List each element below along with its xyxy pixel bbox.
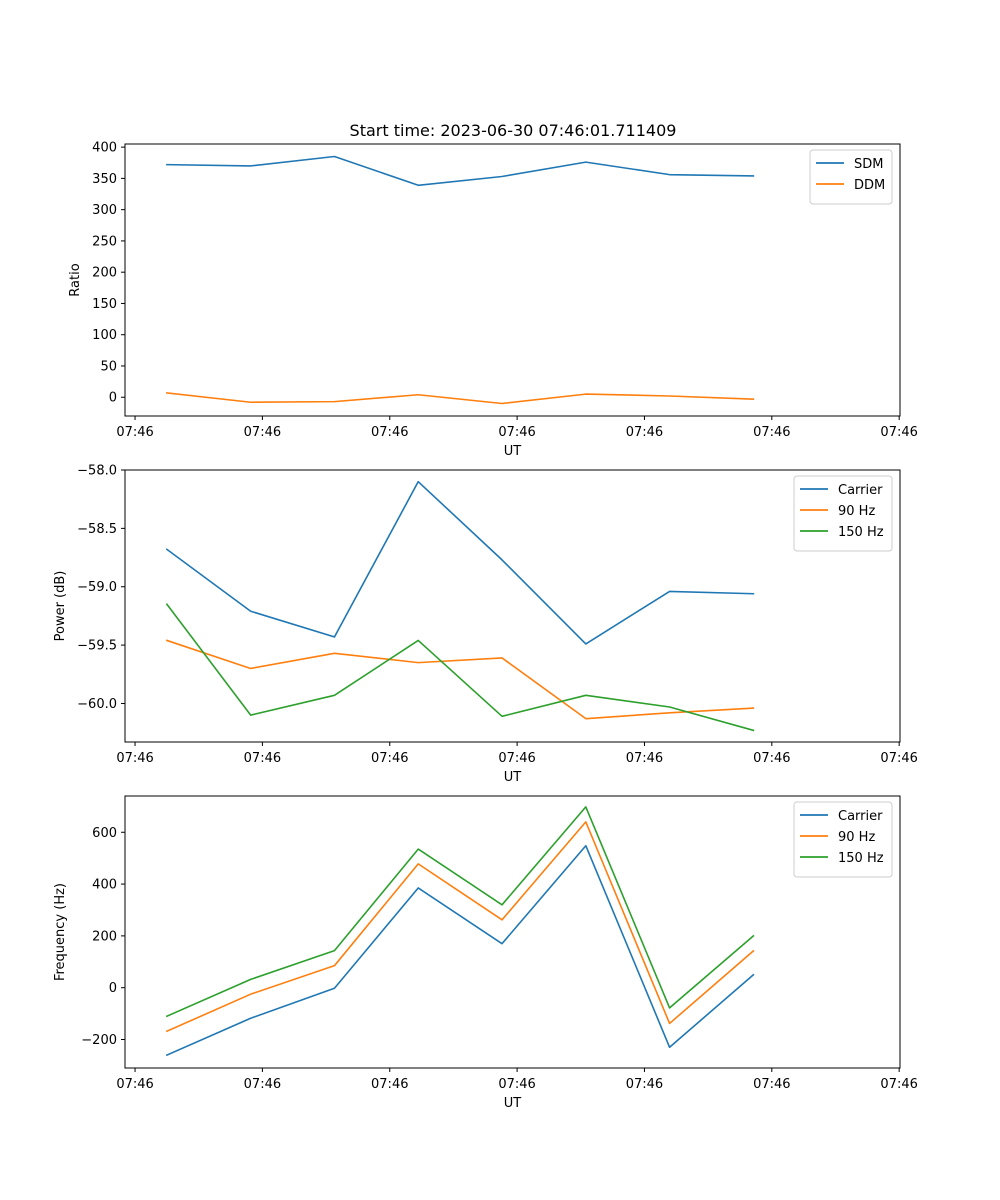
x-tick-label: 07:46 xyxy=(244,1077,281,1092)
x-tick-label: 07:46 xyxy=(626,1077,663,1092)
series-line-90-hz xyxy=(165,639,755,720)
legend-label: 90 Hz xyxy=(838,504,875,519)
y-tick-label: −58.5 xyxy=(77,522,117,537)
series-line-150-hz xyxy=(165,806,755,1018)
legend-label: SDM xyxy=(854,157,883,172)
series-line-150-hz xyxy=(165,603,755,732)
y-tick-label: −200 xyxy=(81,1033,117,1048)
y-tick-label: 100 xyxy=(92,328,117,343)
y-tick-label: −59.5 xyxy=(77,639,117,654)
legend-label: DDM xyxy=(854,178,885,193)
axes-frame xyxy=(124,795,901,1069)
x-tick-label: 07:46 xyxy=(880,425,917,440)
y-tick-label: 300 xyxy=(92,203,117,218)
x-axis-label: UT xyxy=(504,444,522,459)
x-tick-label: 07:46 xyxy=(626,751,663,766)
x-tick-label: 07:46 xyxy=(880,751,917,766)
y-tick-label: −59.0 xyxy=(77,580,117,595)
y-tick-label: 50 xyxy=(100,359,117,374)
legend: SDM DDM xyxy=(809,149,893,205)
legend: Carrier 90 Hz 150 Hz xyxy=(793,801,893,878)
y-tick-label: 150 xyxy=(92,297,117,312)
x-tick-label: 07:46 xyxy=(498,751,535,766)
y-tick-label: 400 xyxy=(92,878,117,893)
x-tick-label: 07:46 xyxy=(244,751,281,766)
y-axis-label: Frequency (Hz) xyxy=(53,883,68,981)
legend: Carrier 90 Hz 150 Hz xyxy=(793,475,893,552)
y-tick-label: 600 xyxy=(92,826,117,841)
y-tick-label: 400 xyxy=(92,141,117,156)
series-line-carrier xyxy=(165,844,755,1057)
y-tick-label: 200 xyxy=(92,929,117,944)
x-axis-label: UT xyxy=(504,1096,522,1111)
x-axis-label: UT xyxy=(504,770,522,785)
legend-label: 90 Hz xyxy=(838,830,875,845)
legend-label: 150 Hz xyxy=(838,851,884,866)
legend-box xyxy=(793,475,893,552)
x-tick-label: 07:46 xyxy=(880,1077,917,1092)
x-tick-label: 07:46 xyxy=(753,425,790,440)
x-tick-label: 07:46 xyxy=(371,425,408,440)
y-tick-label: −58.0 xyxy=(77,464,117,479)
legend-label: Carrier xyxy=(838,483,883,498)
y-tick-label: 350 xyxy=(92,172,117,187)
y-tick-label: 200 xyxy=(92,266,117,281)
y-axis-label: Power (dB) xyxy=(53,571,68,642)
series-line-ddm xyxy=(166,391,755,405)
frequency-panel: −200 0 200 400 600 07:46 07:46 07:46 07:46 07:46 0… xyxy=(53,795,918,1111)
x-tick-label: 07:46 xyxy=(116,425,153,440)
axes-frame xyxy=(124,143,901,417)
y-tick-label: 0 xyxy=(109,981,117,996)
power-panel: −60.0 −59.5 −59.0 −58.5 −58.0 07:46 07:46 07:46… xyxy=(53,464,918,786)
series-line-carrier xyxy=(165,480,755,645)
legend-label: Carrier xyxy=(838,809,883,824)
figure-title: Start time: 2023-06-30 07:46:01.711409 xyxy=(350,121,677,140)
legend-box xyxy=(793,801,893,878)
x-tick-label: 07:46 xyxy=(371,1077,408,1092)
y-tick-label: 250 xyxy=(92,234,117,249)
series-line-90-hz xyxy=(165,821,755,1033)
y-axis-label: Ratio xyxy=(68,263,83,296)
y-tick-label: 0 xyxy=(109,391,117,406)
x-tick-label: 07:46 xyxy=(753,1077,790,1092)
x-tick-label: 07:46 xyxy=(116,1077,153,1092)
x-tick-label: 07:46 xyxy=(753,751,790,766)
x-tick-label: 07:46 xyxy=(626,425,663,440)
y-tick-label: −60.0 xyxy=(77,697,117,712)
x-tick-label: 07:46 xyxy=(498,425,535,440)
series-line-sdm xyxy=(166,155,755,187)
axes-frame xyxy=(124,469,901,743)
legend-label: 150 Hz xyxy=(838,525,884,540)
x-tick-label: 07:46 xyxy=(371,751,408,766)
x-tick-label: 07:46 xyxy=(116,751,153,766)
x-tick-label: 07:46 xyxy=(244,425,281,440)
ratio-panel: 0 50 100 150 200 250 300 350 400 07:46 07:46 07:46 0… xyxy=(68,141,918,459)
x-tick-label: 07:46 xyxy=(498,1077,535,1092)
